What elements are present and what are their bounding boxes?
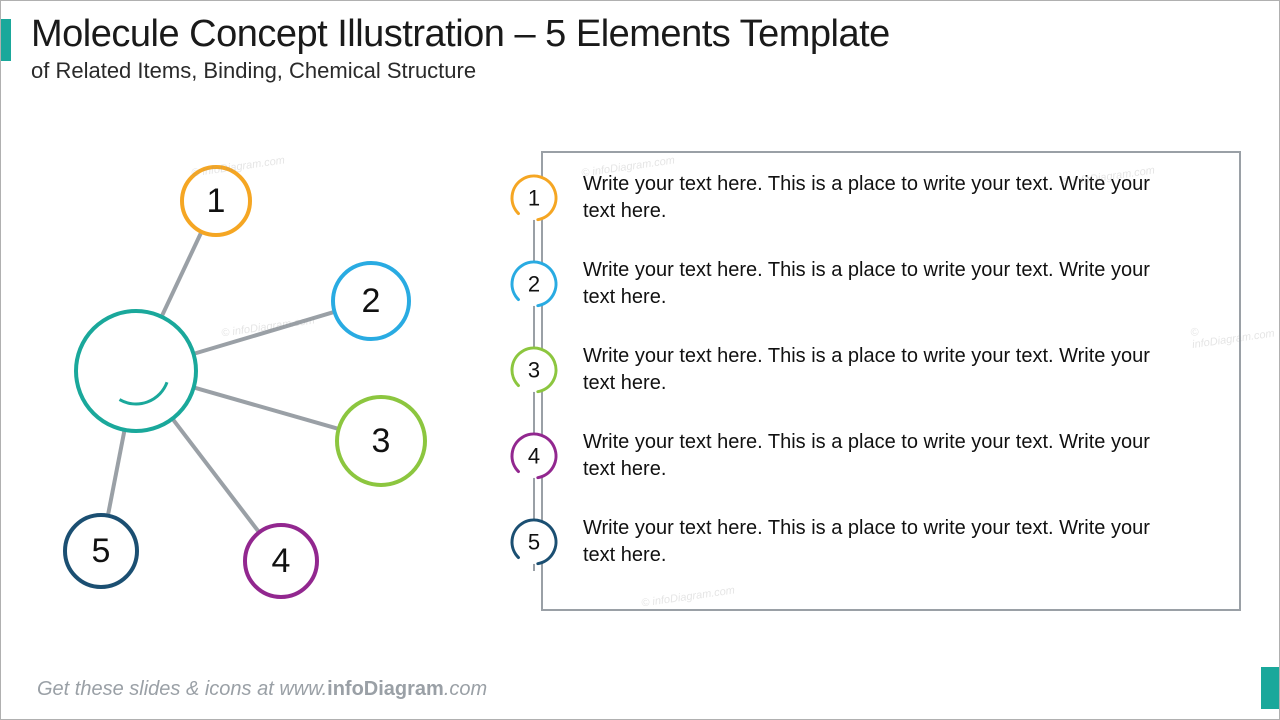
- list-item-text: Write your text here. This is a place to…: [583, 171, 1183, 225]
- footer-suffix: .com: [444, 678, 487, 700]
- list-item-badge: 3: [509, 345, 559, 395]
- title-block: Molecule Concept Illustration – 5 Elemen…: [31, 13, 890, 84]
- accent-left-bar: [1, 19, 11, 61]
- list-item-number: 2: [528, 272, 540, 297]
- molecule-edge: [172, 419, 259, 533]
- list-item-badge: 5: [509, 517, 559, 567]
- molecule-edge: [194, 312, 335, 354]
- molecule-center-node: [76, 311, 196, 431]
- list-item-text: Write your text here. This is a place to…: [583, 429, 1183, 483]
- list-item-number: 3: [528, 358, 540, 383]
- slide-subtitle: of Related Items, Binding, Chemical Stru…: [31, 58, 890, 84]
- list-item-text: Write your text here. This is a place to…: [583, 515, 1183, 569]
- molecule-node-label-5: 5: [92, 532, 111, 570]
- list-item-text: Write your text here. This is a place to…: [583, 257, 1183, 311]
- list-item: 4 Write your text here. This is a place t…: [509, 429, 1229, 483]
- list-item-text: Write your text here. This is a place to…: [583, 343, 1183, 397]
- molecule-diagram: 1 2 3 4 5: [21, 131, 491, 611]
- molecule-node-label-2: 2: [362, 282, 381, 320]
- content-list: 1 Write your text here. This is a place t…: [509, 171, 1229, 601]
- slide: Molecule Concept Illustration – 5 Elemen…: [0, 0, 1280, 720]
- molecule-edge: [194, 387, 339, 428]
- slide-title: Molecule Concept Illustration – 5 Elemen…: [31, 13, 890, 56]
- footer-text: Get these slides & icons at www.infoDiag…: [37, 678, 487, 701]
- list-item-number: 1: [528, 186, 540, 211]
- list-item: 3 Write your text here. This is a place t…: [509, 343, 1229, 397]
- molecule-edge: [108, 430, 125, 516]
- list-item: 1 Write your text here. This is a place t…: [509, 171, 1229, 225]
- list-item-number: 4: [528, 444, 540, 469]
- list-item-badge: 1: [509, 173, 559, 223]
- accent-right-bar: [1261, 667, 1279, 709]
- list-item-badge: 2: [509, 259, 559, 309]
- molecule-node-label-4: 4: [272, 542, 291, 580]
- footer-bold: infoDiagram: [327, 678, 444, 700]
- list-item-badge: 4: [509, 431, 559, 481]
- list-item: 5 Write your text here. This is a place t…: [509, 515, 1229, 569]
- list-item-number: 5: [528, 530, 540, 555]
- molecule-node-label-1: 1: [207, 182, 226, 220]
- footer-prefix: Get these slides & icons at www.: [37, 678, 327, 700]
- list-item: 2 Write your text here. This is a place t…: [509, 257, 1229, 311]
- molecule-node-label-3: 3: [372, 422, 391, 460]
- molecule-edge: [162, 232, 202, 317]
